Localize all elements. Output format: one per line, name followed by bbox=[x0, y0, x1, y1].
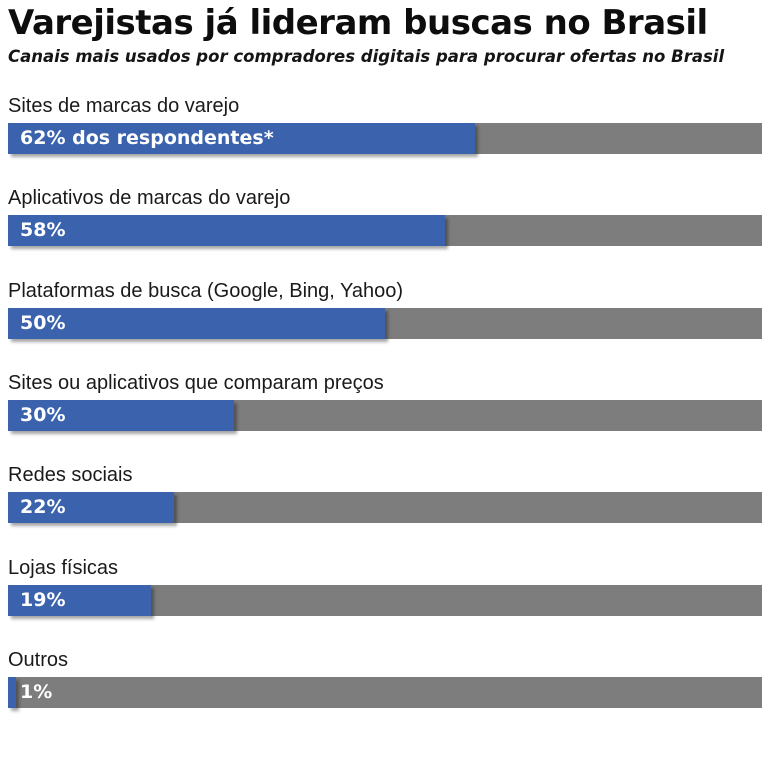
bar bbox=[8, 584, 152, 616]
value-label: 1% bbox=[20, 680, 53, 703]
value-label: 19% bbox=[20, 588, 66, 611]
bar-track: 22% bbox=[8, 492, 762, 524]
bar-track: 50% bbox=[8, 307, 762, 339]
category-label: Sites ou aplicativos que comparam preços bbox=[8, 371, 384, 394]
bar-track: 19% bbox=[8, 584, 762, 616]
bar bbox=[8, 123, 476, 154]
value-label: 50% bbox=[20, 311, 66, 334]
value-label: 30% bbox=[20, 403, 66, 426]
category-label: Sites de marcas do varejo bbox=[8, 95, 240, 117]
value-label: 58% bbox=[20, 219, 66, 242]
chart-title: Varejistas já lideram buscas no Brasil bbox=[8, 3, 708, 43]
value-label: 22% bbox=[20, 496, 66, 519]
chart-subtitle: Canais mais usados por compradores digit… bbox=[8, 47, 725, 66]
category-label: Plataformas de busca (Google, Bing, Yaho… bbox=[8, 279, 404, 302]
category-label: Lojas físicas bbox=[8, 556, 119, 579]
bar bbox=[8, 399, 235, 431]
category-label: Outros bbox=[8, 648, 69, 671]
bar bbox=[8, 215, 446, 247]
bar bbox=[8, 307, 385, 339]
value-label: 62% dos respondentes* bbox=[20, 127, 274, 149]
bar bbox=[8, 676, 16, 708]
bar-track: 58% bbox=[8, 215, 762, 247]
bar-track: 62% dos respondentes* bbox=[8, 123, 762, 154]
bar-track: 1% bbox=[8, 676, 762, 708]
bar-track: 30% bbox=[8, 399, 762, 431]
category-label: Redes sociais bbox=[8, 464, 133, 487]
category-label: Aplicativos de marcas do varejo bbox=[8, 187, 291, 210]
bar bbox=[8, 492, 174, 524]
